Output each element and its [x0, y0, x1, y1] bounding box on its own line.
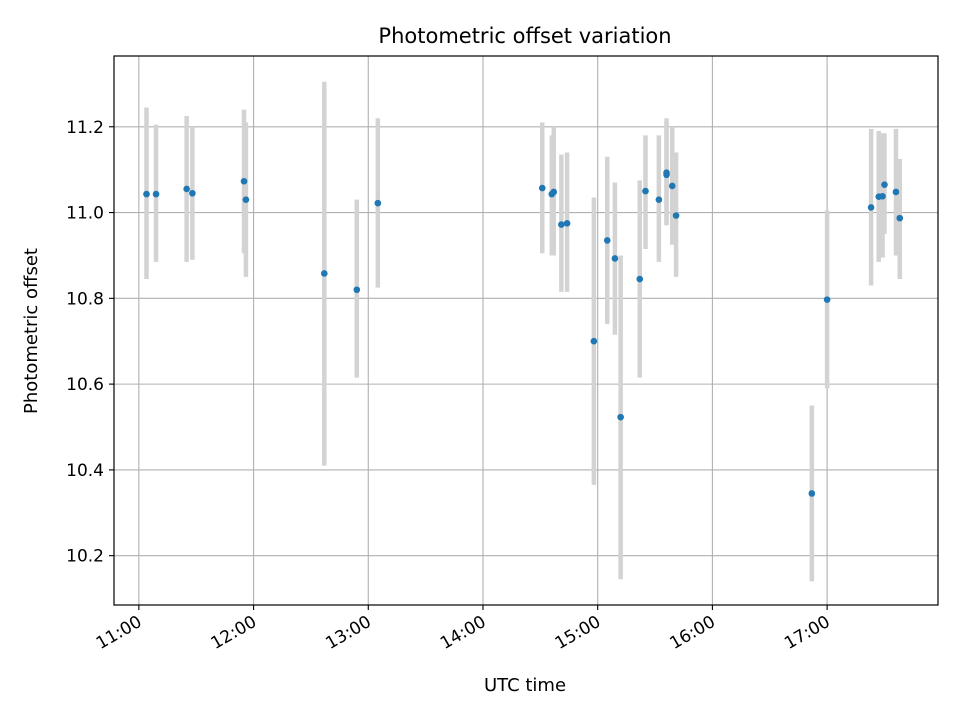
chart-title: Photometric offset variation	[378, 24, 671, 48]
x-tick-label: 17:00	[781, 612, 833, 654]
data-point	[550, 188, 558, 196]
x-tick-label: 14:00	[437, 612, 489, 654]
data-point	[636, 275, 644, 283]
data-point	[563, 219, 571, 227]
data-point	[143, 190, 150, 198]
x-gridlines	[138, 56, 828, 605]
data-point	[152, 190, 160, 198]
data-point	[242, 196, 250, 203]
data-point	[374, 199, 382, 207]
x-tick-label: 15:00	[552, 612, 604, 654]
x-axis-ticks: 11:00 12:00 13:00 14:00 15:00 16:00 17:00	[93, 605, 834, 654]
error-bars	[144, 81, 903, 582]
data-point	[558, 221, 565, 228]
data-point	[655, 196, 663, 203]
data-point	[590, 337, 598, 345]
data-point	[240, 177, 248, 185]
data-point	[321, 270, 328, 277]
data-point	[603, 237, 611, 244]
x-tick-label: 12:00	[208, 612, 260, 654]
data-points	[143, 169, 904, 497]
data-point	[668, 182, 676, 190]
data-point	[617, 413, 624, 421]
y-gridlines	[114, 126, 938, 557]
y-axis-label: Photometric offset	[21, 248, 42, 414]
x-tick-label: 16:00	[666, 612, 718, 654]
y-tick-label: 10.2	[66, 547, 104, 567]
y-tick-label: 10.4	[66, 461, 104, 481]
data-point	[879, 192, 886, 200]
x-tick-label: 13:00	[322, 612, 374, 654]
data-point	[611, 255, 619, 262]
data-point	[896, 214, 904, 222]
y-tick-label: 11.2	[66, 118, 104, 138]
data-point	[867, 204, 875, 211]
data-point	[823, 296, 831, 303]
plot-frame	[113, 55, 939, 606]
y-tick-label: 10.8	[66, 289, 104, 309]
data-point	[538, 184, 546, 192]
data-point	[642, 187, 649, 195]
data-point	[672, 212, 680, 219]
data-point	[892, 188, 900, 196]
data-point	[189, 189, 196, 197]
x-axis-label: UTC time	[484, 675, 566, 696]
y-tick-label: 11.0	[66, 204, 104, 224]
data-point	[881, 181, 888, 188]
y-axis-ticks: 10.2 10.4 10.6 10.8 11.0 11.2	[66, 118, 114, 567]
data-point	[808, 490, 816, 497]
x-tick-label: 11:00	[93, 612, 145, 654]
data-point	[183, 185, 190, 193]
data-point	[663, 171, 670, 179]
y-tick-label: 10.6	[66, 375, 104, 395]
data-point	[353, 286, 361, 294]
